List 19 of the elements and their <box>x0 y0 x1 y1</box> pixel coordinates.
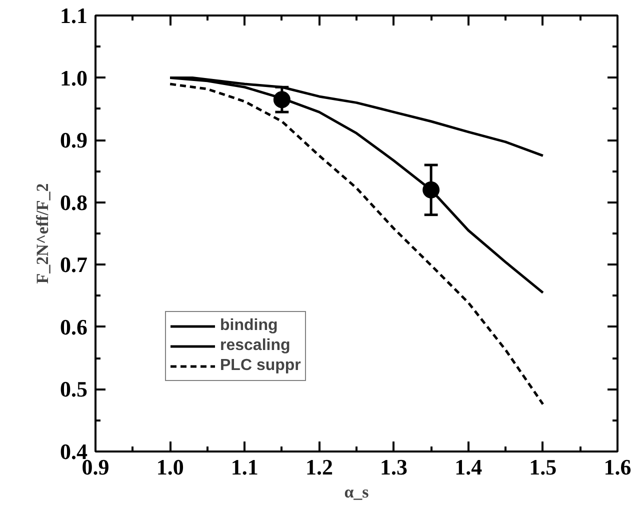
y-tick-label: 0.8 <box>60 190 88 215</box>
y-tick-label: 1.0 <box>60 65 88 90</box>
y-axis-title: F_2N^eff/F_2 <box>33 183 52 284</box>
legend-label: binding <box>220 317 278 335</box>
y-tick-label: 0.9 <box>60 128 88 153</box>
x-tick-label: 1.3 <box>380 454 408 480</box>
x-tick-label: 1.2 <box>305 454 333 480</box>
legend-label: rescaling <box>220 337 290 355</box>
legend-label: PLC suppr <box>220 357 301 375</box>
x-tick-label: 1.1 <box>230 454 258 480</box>
x-tick-label: 1.4 <box>454 454 482 480</box>
x-tick-label: 1.0 <box>156 454 184 480</box>
y-tick-label: 1.1 <box>60 3 88 28</box>
y-tick-label: 0.7 <box>60 252 88 278</box>
x-axis-title: α_s <box>344 482 370 502</box>
x-tick-label: 1.5 <box>529 454 557 480</box>
y-tick-label: 0.6 <box>60 314 88 340</box>
x-tick-label: 1.6 <box>604 454 632 480</box>
y-tick-label: 0.5 <box>60 376 88 402</box>
